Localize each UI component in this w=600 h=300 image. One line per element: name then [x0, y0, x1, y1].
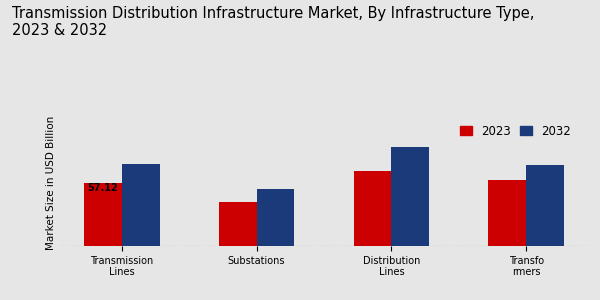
Bar — [84, 183, 122, 246]
Bar — [353, 172, 391, 246]
Text: Transmission Distribution Infrastructure Market, By Infrastructure Type,
2023 & : Transmission Distribution Infrastructure… — [12, 6, 535, 38]
Bar — [391, 147, 429, 246]
Y-axis label: Market Size in USD Billion: Market Size in USD Billion — [46, 116, 56, 250]
Bar — [488, 180, 526, 246]
Text: 57.12: 57.12 — [88, 183, 118, 193]
Bar — [219, 202, 257, 246]
Bar — [526, 165, 564, 246]
Bar — [122, 164, 160, 246]
Bar — [257, 189, 295, 246]
Legend: 2023, 2032: 2023, 2032 — [455, 120, 576, 142]
